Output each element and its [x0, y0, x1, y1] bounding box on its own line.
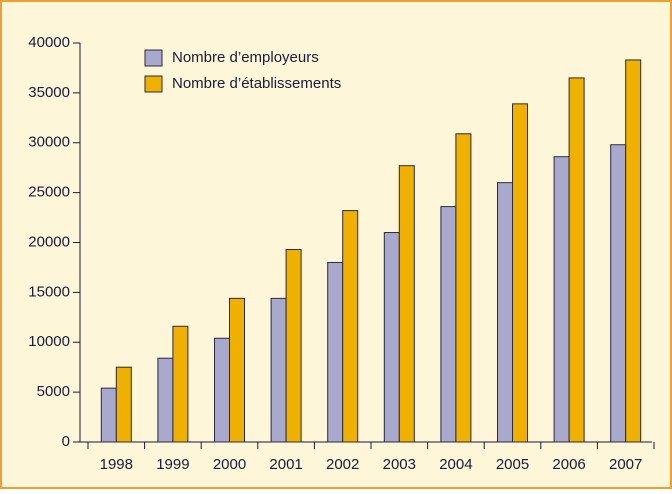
x-tick-label: 2004	[439, 456, 472, 473]
y-tick-label: 20000	[28, 233, 70, 250]
bar	[610, 144, 627, 443]
x-tick-label: 1998	[100, 456, 133, 473]
bar	[497, 182, 513, 443]
bar	[455, 133, 472, 443]
legend-label: Nombre d’employeurs	[172, 49, 319, 66]
bar	[115, 366, 132, 443]
bar	[553, 156, 570, 443]
bar	[270, 297, 287, 443]
legend-swatch	[144, 75, 163, 93]
bar	[512, 103, 528, 443]
y-tick-label: 30000	[28, 134, 70, 151]
y-tick-label: 40000	[28, 34, 70, 51]
bar	[157, 357, 174, 443]
y-tick-label: 10000	[28, 333, 70, 350]
bar	[625, 59, 642, 443]
bar	[440, 206, 457, 443]
bar	[383, 232, 400, 443]
bar	[285, 248, 302, 443]
legend-swatch	[144, 49, 163, 67]
x-tick-label: 2000	[213, 456, 246, 473]
x-tick-label: 2006	[552, 456, 585, 473]
bar	[568, 77, 585, 443]
bar	[214, 337, 230, 443]
x-tick-label: 2002	[326, 456, 359, 473]
bar	[327, 261, 344, 443]
bar	[100, 387, 117, 443]
x-tick-label: 1999	[156, 456, 189, 473]
bar	[172, 325, 189, 443]
y-tick-label: 35000	[28, 84, 70, 101]
legend-label: Nombre d’établissements	[172, 75, 341, 92]
bar	[342, 210, 359, 443]
y-tick-label: 15000	[28, 283, 70, 300]
bar	[229, 297, 245, 443]
x-tick-label: 2005	[496, 456, 529, 473]
y-tick-label: 0	[62, 433, 70, 450]
x-tick-label: 2003	[383, 456, 416, 473]
y-tick-label: 25000	[28, 184, 70, 201]
y-tick-label: 5000	[37, 383, 70, 400]
x-tick-label: 2001	[269, 456, 302, 473]
x-tick-label: 2007	[609, 456, 642, 473]
bar	[398, 165, 415, 443]
